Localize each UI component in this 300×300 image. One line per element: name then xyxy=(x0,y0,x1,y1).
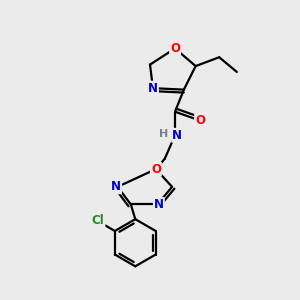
Text: N: N xyxy=(148,82,158,95)
Text: N: N xyxy=(154,198,164,211)
Text: Cl: Cl xyxy=(92,214,104,227)
Text: O: O xyxy=(170,42,180,55)
Text: H: H xyxy=(159,129,169,139)
Text: N: N xyxy=(172,129,182,142)
Text: O: O xyxy=(195,114,205,127)
Text: N: N xyxy=(111,180,121,193)
Text: O: O xyxy=(151,163,161,176)
